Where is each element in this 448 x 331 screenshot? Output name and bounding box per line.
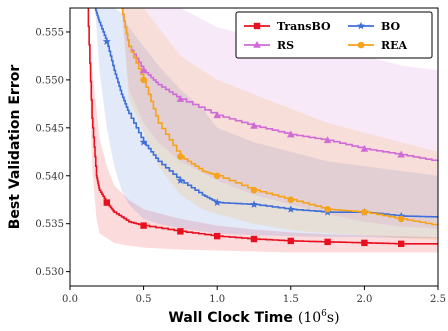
legend-label-bo: BO	[381, 20, 401, 33]
x-axis-title-unit: (10	[298, 310, 321, 326]
point-transbo	[250, 235, 258, 243]
point-transbo	[398, 240, 405, 248]
x-axis-ticks: 0.0 0.5 1.0 1.5 2.0 2.5	[62, 286, 446, 305]
line-rs	[121, 8, 438, 162]
point-bo	[102, 37, 111, 45]
legend-label-rs: RS	[277, 39, 294, 52]
point-rs	[323, 136, 332, 144]
point-rea	[213, 172, 221, 180]
point-rea	[177, 153, 184, 160]
legend-marker-transbo	[253, 22, 261, 30]
point-bo	[286, 205, 295, 213]
plot-frame	[69, 7, 439, 287]
x-tick-label: 0.5	[136, 294, 152, 305]
point-rea	[287, 196, 295, 204]
point-rea	[361, 208, 368, 216]
x-tick-label: 2.5	[430, 294, 446, 305]
legend-marker-bo	[357, 21, 365, 30]
band-rea	[121, 8, 438, 240]
point-transbo	[140, 222, 147, 229]
x-axis-title-main: Wall Clock Time	[168, 310, 292, 326]
series-markers	[102, 37, 406, 248]
x-axis-title-exp: 6	[321, 309, 327, 319]
point-bo	[213, 198, 222, 206]
point-transbo	[324, 238, 331, 246]
y-tick-label: 0.530	[35, 267, 64, 278]
y-tick-label: 0.540	[35, 171, 64, 182]
point-transbo	[103, 199, 110, 206]
point-rs	[287, 130, 295, 138]
x-axis-title: Wall Clock Time (106s)	[168, 309, 339, 326]
point-transbo	[214, 232, 221, 240]
y-tick-label: 0.535	[35, 219, 64, 230]
legend-marker-rs	[253, 41, 261, 48]
point-rea	[397, 215, 405, 223]
point-rea	[140, 76, 147, 84]
point-rs	[397, 150, 405, 158]
point-rs	[360, 144, 369, 152]
y-axis-title: Best Validation Error	[7, 65, 23, 230]
x-tick-label: 1.0	[209, 294, 225, 305]
y-tick-label: 0.555	[35, 27, 64, 38]
y-tick-label: 0.550	[35, 75, 64, 86]
line-transbo	[87, 8, 438, 245]
point-rea	[324, 206, 331, 213]
band-rs	[121, 8, 438, 229]
x-tick-label: 1.5	[283, 294, 299, 305]
point-bo	[176, 176, 185, 184]
y-tick-label: 0.545	[35, 123, 64, 134]
y-axis-ticks: 0.530 0.535 0.540 0.545 0.550 0.555	[35, 27, 70, 278]
legend-marker-rea	[357, 41, 365, 49]
band-transbo	[87, 8, 438, 253]
x-tick-label: 0.0	[62, 294, 78, 305]
point-rs	[176, 95, 185, 102]
point-transbo	[177, 228, 184, 235]
point-bo	[139, 138, 148, 146]
point-rs	[250, 121, 258, 129]
point-rea	[250, 186, 258, 194]
legend-label-transbo: TransBO	[277, 20, 331, 33]
point-transbo	[361, 239, 368, 247]
x-axis-title-tail: s)	[327, 310, 340, 326]
point-rs	[139, 66, 148, 74]
point-transbo	[287, 237, 294, 245]
legend-box	[235, 11, 433, 59]
x-tick-label: 2.0	[356, 294, 372, 305]
legend: TransBO RS BO REA	[235, 11, 433, 59]
point-bo	[250, 200, 258, 208]
legend-label-rea: REA	[381, 39, 408, 52]
point-rs	[213, 111, 221, 119]
